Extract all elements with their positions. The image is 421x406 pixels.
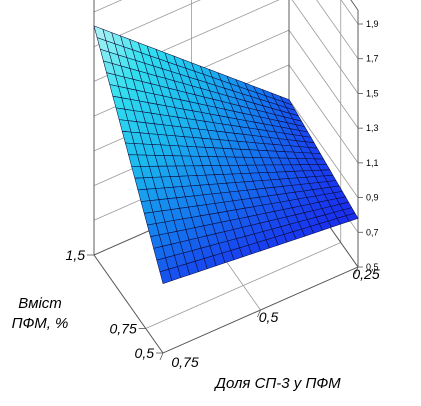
z-tick-label: 0,5 — [366, 262, 379, 272]
z-tick-label: 1,7 — [366, 54, 379, 64]
z-tick-label: 1,5 — [366, 88, 379, 98]
surface-mesh — [93, 25, 359, 284]
z-tick-label: 0,7 — [366, 227, 379, 237]
x-tick-mark — [354, 266, 359, 275]
y-axis-title-line-2: ПФМ, % — [12, 315, 69, 332]
y-floor-gridline-1 — [145, 242, 341, 329]
y-tick-label: 0,5 — [135, 345, 155, 361]
x-tick-label: 0,5 — [259, 309, 279, 325]
x-tick-label: 0,25 — [352, 266, 379, 282]
x-tick-mark — [159, 352, 164, 361]
z-gridline-6 — [93, 0, 359, 59]
z-tick-label: 1,9 — [366, 19, 379, 29]
y-axis-title-line-1: Вміст — [18, 295, 62, 312]
x-tick-label: 0,75 — [171, 354, 198, 370]
z-tick-label: 1,1 — [366, 158, 379, 168]
x-axis-title: Доля СП-3 у ПФМ — [213, 375, 341, 392]
z-tick-label: 0,9 — [366, 193, 379, 203]
z-tick-label: 1,3 — [366, 123, 379, 133]
tick-labels: 0,50,70,91,11,31,51,71,90,750,50,251,50,… — [66, 19, 380, 370]
frame-edge-4 — [350, 0, 359, 11]
surface-cell — [345, 212, 359, 222]
y-tick-label: 1,5 — [66, 247, 86, 263]
x-tick-mark — [257, 309, 261, 318]
y-tick-label: 0,75 — [110, 321, 137, 337]
z-gridline-7 — [93, 0, 359, 25]
frame-edge-6 — [93, 254, 164, 354]
